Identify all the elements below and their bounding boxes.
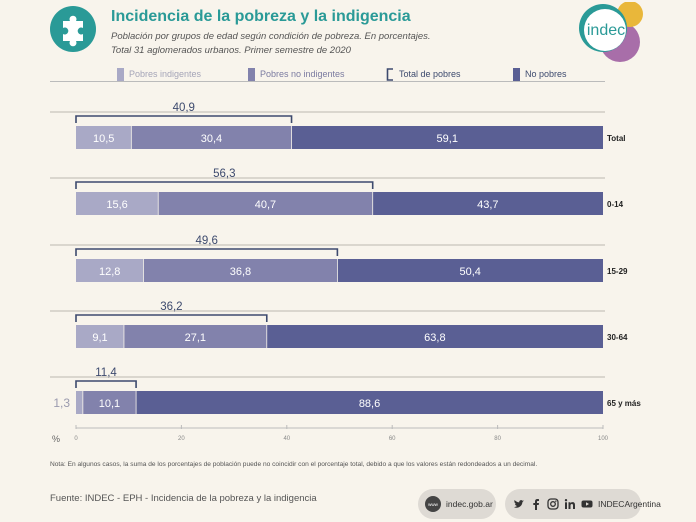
bar-label-0-0: 10,5 bbox=[93, 133, 114, 145]
indec-logo: indec bbox=[579, 2, 643, 62]
bar-label-2-0: 59,1 bbox=[437, 133, 458, 145]
x-tick-label-1: 20 bbox=[178, 436, 185, 442]
x-axis-unit: % bbox=[52, 434, 60, 444]
bar-segment-2-1 bbox=[372, 192, 603, 215]
bar-segment-2-3 bbox=[266, 325, 603, 348]
linkedin-icon[interactable] bbox=[564, 498, 576, 510]
bar-label-1-0: 30,4 bbox=[201, 133, 222, 145]
legend-swatch-no-pobres bbox=[513, 67, 520, 81]
bar-label-2-1: 43,7 bbox=[477, 199, 498, 211]
x-tick-label-4: 80 bbox=[494, 436, 501, 442]
bar-label-0-3: 9,1 bbox=[92, 332, 107, 344]
legend-item-total-pobres: Total de pobres bbox=[386, 66, 461, 82]
x-tick-label-5: 100 bbox=[598, 436, 609, 442]
instagram-icon[interactable] bbox=[547, 498, 559, 510]
bar-segment-1-0 bbox=[131, 126, 292, 149]
total-pobres-label-4: 11,4 bbox=[95, 367, 117, 379]
social-pill[interactable]: INDECArgentina bbox=[505, 489, 661, 519]
bar-segment-2-4 bbox=[136, 391, 603, 414]
footnote: Nota: En algunos casos, la suma de los p… bbox=[50, 461, 538, 468]
category-label-4: 65 y más bbox=[607, 399, 641, 408]
legend-label-indigentes: Pobres indigentes bbox=[129, 69, 202, 79]
total-pobres-bracket-3 bbox=[75, 314, 268, 322]
puzzle-icon bbox=[50, 6, 96, 52]
total-pobres-label-1: 56,3 bbox=[213, 168, 235, 180]
category-label-1: 0-14 bbox=[607, 200, 624, 209]
legend-label-total-pobres: Total de pobres bbox=[399, 69, 461, 79]
legend-label-no-pobres: No pobres bbox=[525, 69, 567, 79]
legend-item-no-pobres: No pobres bbox=[513, 66, 567, 82]
category-label-0: Total bbox=[607, 134, 626, 143]
total-pobres-bracket-2 bbox=[75, 248, 339, 256]
bar-segment-2-0 bbox=[291, 126, 603, 149]
bar-label-1-4: 10,1 bbox=[99, 398, 120, 410]
total-pobres-label-0: 40,9 bbox=[173, 102, 195, 114]
bar-segment-1-1 bbox=[158, 192, 373, 215]
bar-label-2-4: 88,6 bbox=[359, 398, 380, 410]
bar-label-2-2: 50,4 bbox=[459, 266, 480, 278]
bar-segment-0-2 bbox=[76, 259, 144, 282]
bar-label-0-1: 15,6 bbox=[106, 199, 127, 211]
stacked-bar-chart: 10,5 30,4 59,1 40,9 Total 15,6 40,7 43,7 56,3 0-1… bbox=[50, 102, 641, 444]
x-tick-label-3: 60 bbox=[389, 436, 396, 442]
chart-subtitle-line2: Total 31 aglomerados urbanos. Primer sem… bbox=[111, 45, 351, 56]
bar-segment-1-4 bbox=[82, 391, 137, 414]
legend-swatch-indigentes bbox=[117, 67, 124, 81]
legend-swatch-no-indigentes bbox=[248, 67, 255, 81]
twitter-icon[interactable] bbox=[513, 498, 525, 510]
x-tick-label-2: 40 bbox=[283, 436, 290, 442]
bar-label-0-2: 12,8 bbox=[99, 266, 120, 278]
bar-segment-0-3 bbox=[76, 325, 124, 348]
total-pobres-bracket-4 bbox=[75, 380, 137, 388]
website-pill[interactable]: www indec.gob.ar bbox=[418, 489, 496, 519]
logo-text: indec bbox=[587, 22, 625, 39]
legend-label-no-indigentes: Pobres no indigentes bbox=[260, 69, 345, 79]
globe-icon: www bbox=[425, 496, 441, 512]
legend-underline bbox=[50, 81, 605, 82]
category-label-2: 15-29 bbox=[607, 267, 628, 276]
legend: Pobres indigentes Pobres no indigentes T… bbox=[50, 66, 605, 82]
chart-subtitle-line1: Población por grupos de edad según condi… bbox=[111, 31, 431, 42]
total-pobres-bracket-1 bbox=[75, 181, 374, 189]
social-handle[interactable]: INDECArgentina bbox=[598, 499, 661, 509]
total-pobres-bracket-0 bbox=[75, 115, 293, 123]
chart-title: Incidencia de la pobreza y la indigencia bbox=[111, 8, 411, 25]
total-pobres-label-3: 36,2 bbox=[160, 301, 182, 313]
bar-label-2-3: 63,8 bbox=[424, 332, 445, 344]
total-pobres-label-2: 49,6 bbox=[196, 235, 218, 247]
legend-bracket-icon bbox=[386, 67, 393, 81]
website-link[interactable]: indec.gob.ar bbox=[446, 499, 493, 509]
facebook-icon[interactable] bbox=[530, 498, 542, 510]
bar-label-1-3: 27,1 bbox=[185, 332, 206, 344]
bar-segment-0-0 bbox=[76, 126, 132, 149]
youtube-icon[interactable] bbox=[581, 498, 593, 510]
source-text: Fuente: INDEC - EPH - Incidencia de la p… bbox=[50, 493, 317, 504]
bar-segment-1-3 bbox=[123, 325, 267, 348]
category-label-3: 30-64 bbox=[607, 333, 628, 342]
bar-segment-0-4 bbox=[76, 391, 83, 414]
legend-item-indigentes: Pobres indigentes bbox=[117, 66, 201, 82]
bar-segment-2-2 bbox=[337, 259, 603, 282]
bar-label-1-1: 40,7 bbox=[255, 199, 276, 211]
x-tick-label-0: 0 bbox=[74, 436, 78, 442]
legend-item-no-indigentes: Pobres no indigentes bbox=[248, 66, 345, 82]
bar-label-0-4: 1,3 bbox=[53, 396, 70, 410]
bar-segment-0-1 bbox=[76, 192, 159, 215]
bar-label-1-2: 36,8 bbox=[230, 266, 251, 278]
bar-segment-1-2 bbox=[143, 259, 338, 282]
